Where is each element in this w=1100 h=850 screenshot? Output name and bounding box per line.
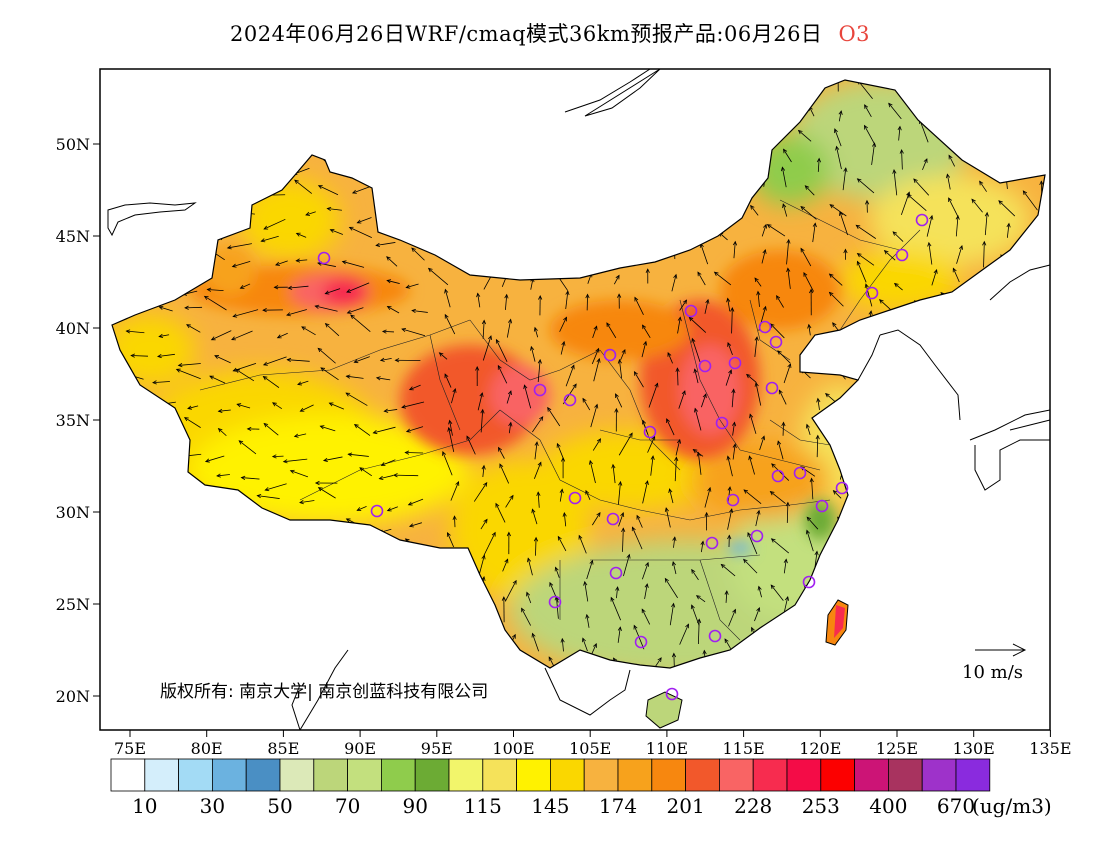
title-text: 2024年06月26日WRF/cmaq模式36km预报产品:06月26日 [229,22,823,46]
legend-swatch [448,758,484,792]
map-title: 2024年06月26日WRF/cmaq模式36km预报产品:06月26日 O3 [0,18,1100,48]
lon-tick-label: 75E [114,739,146,758]
wind-reference-label: 10 m/s [962,662,1023,683]
lon-tick-label: 130E [953,739,995,758]
lon-tick-label: 135E [1029,739,1071,758]
legend-swatch [651,758,686,792]
legend-label: 145 [531,794,569,818]
legend-label: 253 [802,794,840,818]
lon-tick-label: 110E [646,739,688,758]
legend-label: 90 [402,794,427,818]
legend-swatch [583,758,619,792]
legend-swatch [313,758,348,792]
legend-label: 174 [599,794,637,818]
legend-swatch [245,758,281,792]
color-legend: 10 30 50 70 90 115 145 174 201 228 253 400 670 [110,758,991,818]
legend-swatch [820,758,855,792]
legend-label: 10 [132,794,157,818]
legend-swatch [211,758,247,792]
legend-swatch [752,758,788,792]
legend-swatch [685,758,720,792]
lat-tick-label: 50N [56,135,90,154]
latitude-axis: 50N 45N 40N 35N 30N 25N 20N [56,135,100,706]
legend-swatch [786,758,822,792]
legend-swatch [921,758,957,792]
copyright-text: 版权所有: 南京大学| 南京创蓝科技有限公司 [160,682,488,702]
legend-swatch [719,758,754,792]
wind-reference: 10 m/s [962,643,1027,683]
lat-tick-label: 40N [56,319,90,338]
map-frame [99,68,1051,731]
station-markers [317,213,929,701]
legend-label: 228 [734,794,772,818]
legend-label: 115 [464,794,502,818]
legend-swatch [516,758,551,792]
legend-label: 201 [667,794,705,818]
lon-tick-label: 90E [344,739,376,758]
lat-tick-label: 45N [56,227,90,246]
lat-tick-label: 25N [56,595,90,614]
legend-swatch [854,758,889,792]
lon-tick-label: 115E [722,739,764,758]
legend-swatch [955,758,991,792]
lon-tick-label: 105E [569,739,611,758]
coastlines [107,68,1051,731]
hainan-shape [645,691,683,729]
lon-tick-label: 95E [421,739,453,758]
title-variable: O3 [838,22,871,46]
longitude-axis: 75E 80E 85E 90E 95E 100E 105E 110E 115E 120E 125E 1… [114,730,1072,758]
legend-units: (ug/m3) [972,794,1052,818]
legend-swatch [279,758,315,792]
legend-swatch [110,758,146,792]
lat-tick-label: 35N [56,411,90,430]
lat-tick-label: 20N [56,687,90,706]
lat-tick-label: 30N [56,503,90,522]
legend-label: 70 [335,794,360,818]
china-boundary [111,79,1046,669]
lon-tick-label: 125E [876,739,918,758]
legend-label: 50 [267,794,292,818]
legend-swatch [888,758,923,792]
legend-swatch [347,758,382,792]
legend-swatch [414,758,450,792]
legend-swatch [617,758,653,792]
legend-label: 400 [869,794,907,818]
lon-tick-label: 80E [191,739,223,758]
lon-tick-label: 85E [267,739,299,758]
lon-tick-label: 100E [492,739,534,758]
legend-swatch [144,758,180,792]
province-boundaries [199,199,921,641]
legend-label: 670 [937,794,975,818]
legend-swatch [482,758,517,792]
legend-swatch [550,758,585,792]
lon-tick-label: 120E [799,739,841,758]
legend-label: 30 [200,794,225,818]
legend-swatch [380,758,416,792]
legend-swatch [178,758,213,792]
